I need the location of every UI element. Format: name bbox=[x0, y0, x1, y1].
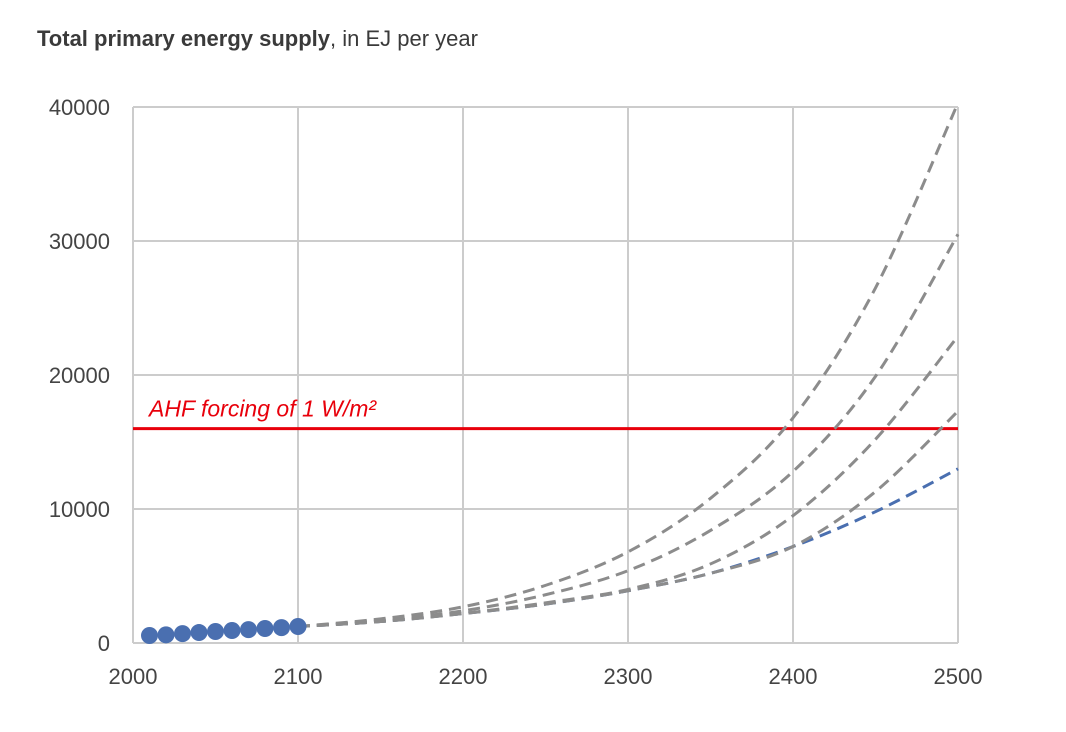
chart-title-rest: , in EJ per year bbox=[330, 26, 478, 51]
y-tick-label: 30000 bbox=[49, 229, 110, 254]
x-tick-label: 2000 bbox=[109, 664, 158, 689]
scenario-line-4 bbox=[297, 410, 960, 629]
observed-point bbox=[240, 621, 257, 639]
x-tick-label: 2200 bbox=[439, 664, 488, 689]
chart-title: Total primary energy supply, in EJ per y… bbox=[37, 26, 478, 52]
observed-point bbox=[223, 622, 241, 640]
scenario-line-1 bbox=[297, 102, 960, 629]
gridlines bbox=[132, 106, 959, 644]
scenario-line-2 bbox=[297, 233, 960, 629]
scenario-line-3 bbox=[297, 335, 960, 629]
observed-point bbox=[157, 626, 175, 644]
series-lines bbox=[297, 102, 960, 629]
y-tick-label: 0 bbox=[98, 631, 110, 656]
observed-point bbox=[190, 624, 208, 642]
x-tick-label: 2300 bbox=[604, 664, 653, 689]
x-tick-label: 2100 bbox=[274, 664, 323, 689]
x-tick-label: 2500 bbox=[934, 664, 983, 689]
axis-labels: 2000 2100 2200 2300 2400 2500 0 10000 20000 30000… bbox=[49, 95, 983, 689]
reference-line-group: AHF forcing of 1 W/m² bbox=[133, 396, 958, 431]
observed-point bbox=[207, 622, 224, 640]
chart-title-main: Total primary energy supply bbox=[37, 26, 331, 51]
x-tick-label: 2400 bbox=[769, 664, 818, 689]
y-tick-label: 40000 bbox=[49, 95, 110, 120]
observed-point bbox=[141, 626, 158, 644]
y-tick-label: 20000 bbox=[49, 363, 110, 388]
observed-point bbox=[174, 625, 191, 643]
observed-point bbox=[273, 619, 290, 637]
observed-point bbox=[289, 618, 307, 636]
observed-point bbox=[256, 620, 274, 638]
observed-points bbox=[141, 618, 307, 644]
ahf-reference-label: AHF forcing of 1 W/m² bbox=[147, 396, 377, 422]
y-tick-label: 10000 bbox=[49, 497, 110, 522]
